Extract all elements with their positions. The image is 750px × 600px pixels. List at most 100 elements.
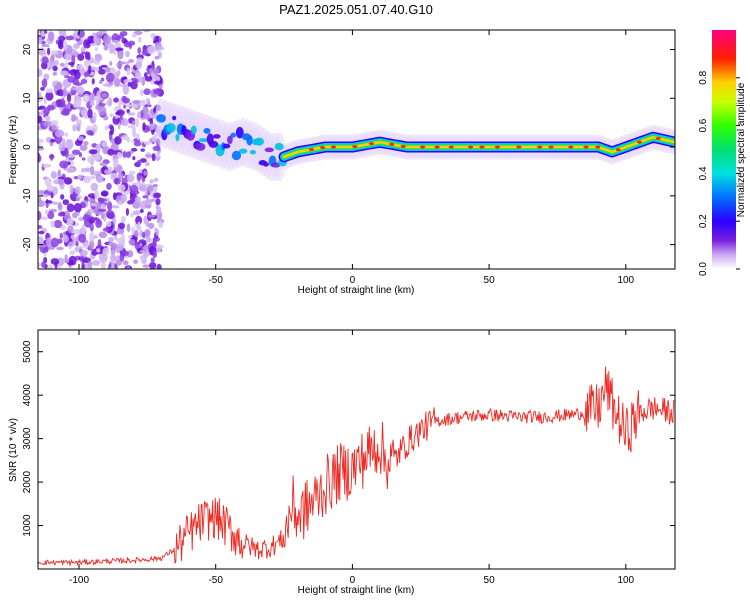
noise-blob xyxy=(116,227,125,235)
noise-blob xyxy=(67,75,76,83)
ridge-blob xyxy=(235,126,244,139)
noise-blob xyxy=(144,161,150,167)
noise-blob xyxy=(111,205,120,209)
noise-blob xyxy=(38,262,41,268)
noise-blob xyxy=(114,47,124,51)
noise-blob xyxy=(40,30,45,38)
noise-blob xyxy=(117,172,124,180)
noise-blob xyxy=(83,72,89,77)
noise-blob xyxy=(138,36,142,43)
noise-blob xyxy=(64,147,69,158)
noise-blob xyxy=(73,202,82,213)
x-tick-label: -50 xyxy=(208,275,223,286)
ridge-peak xyxy=(516,145,522,149)
noise-blob xyxy=(145,98,150,103)
noise-blob xyxy=(126,108,130,114)
noise-blob xyxy=(38,146,45,151)
ridge-peak xyxy=(637,140,643,144)
noise-blob xyxy=(139,208,144,214)
ridge-blob xyxy=(246,135,253,146)
ridge-peak xyxy=(537,145,543,149)
noise-blob xyxy=(38,230,45,235)
x-tick-label: 50 xyxy=(484,575,496,586)
noise-blob xyxy=(46,184,54,192)
ridge-peak xyxy=(595,145,601,149)
noise-blob xyxy=(98,231,108,239)
noise-blob xyxy=(56,246,64,251)
noise-blob xyxy=(126,266,131,269)
noise-blob xyxy=(38,138,43,144)
noise-blob xyxy=(38,47,46,56)
noise-blob xyxy=(41,78,48,88)
noise-blob xyxy=(66,103,71,109)
noise-blob xyxy=(155,156,161,161)
noise-blob xyxy=(39,244,48,248)
noise-blob xyxy=(130,80,138,90)
noise-blob xyxy=(66,153,76,159)
noise-blob xyxy=(52,124,56,133)
noise-blob xyxy=(45,91,54,101)
ridge-peak xyxy=(434,145,440,149)
noise-blob xyxy=(128,59,135,64)
noise-blob xyxy=(52,65,58,72)
noise-blob xyxy=(97,197,103,203)
noise-blob xyxy=(135,117,140,128)
noise-blob xyxy=(120,215,126,223)
noise-blob xyxy=(128,234,133,239)
noise-blob xyxy=(71,114,77,122)
noise-blob xyxy=(152,88,162,95)
noise-blob xyxy=(158,220,164,229)
noise-blob xyxy=(112,97,120,103)
noise-blob xyxy=(41,56,49,65)
ridge-blob xyxy=(249,149,256,155)
noise-blob xyxy=(97,208,107,213)
noise-blob xyxy=(113,77,121,87)
noise-blob xyxy=(38,111,41,117)
noise-blob xyxy=(95,104,102,111)
noise-blob xyxy=(108,212,114,220)
noise-blob xyxy=(147,45,156,55)
ridge-peak xyxy=(400,144,406,148)
noise-blob xyxy=(72,228,82,235)
noise-blob xyxy=(128,238,136,245)
noise-blob xyxy=(80,46,87,53)
noise-blob xyxy=(78,233,87,243)
noise-blob xyxy=(148,123,155,131)
noise-blob xyxy=(79,249,88,256)
noise-blob xyxy=(103,115,109,121)
noise-blob xyxy=(155,244,162,253)
noise-blob xyxy=(82,214,91,222)
ridge-peak xyxy=(331,145,337,149)
noise-blob xyxy=(43,96,47,105)
noise-blob xyxy=(96,217,101,225)
noise-blob xyxy=(136,111,142,119)
noise-blob xyxy=(143,72,148,79)
noise-blob xyxy=(126,223,131,233)
y-tick-label: -10 xyxy=(22,188,33,203)
noise-blob xyxy=(112,217,116,226)
y-tick-label: 2000 xyxy=(22,471,33,494)
noise-blob xyxy=(59,232,63,239)
noise-blob xyxy=(137,47,142,54)
noise-blob xyxy=(59,70,69,76)
noise-blob xyxy=(59,62,65,67)
noise-blob xyxy=(142,195,149,199)
noise-blob xyxy=(50,220,55,228)
noise-blob xyxy=(82,93,90,103)
colorbar-label: Normalized spectral amplitude xyxy=(736,82,747,217)
noise-blob xyxy=(89,99,95,107)
noise-blob xyxy=(112,158,119,166)
noise-blob xyxy=(69,184,74,195)
noise-blob xyxy=(125,104,134,108)
x-tick-label: 0 xyxy=(350,575,356,586)
ridge-peak xyxy=(320,146,326,149)
noise-blob xyxy=(63,40,68,51)
noise-blob xyxy=(41,261,46,269)
noise-blob xyxy=(155,204,159,211)
noise-blob xyxy=(49,120,59,126)
noise-blob xyxy=(132,156,136,161)
noise-blob xyxy=(125,207,130,216)
noise-blob xyxy=(85,168,91,173)
noise-blob xyxy=(64,132,69,137)
noise-blob xyxy=(75,241,79,247)
